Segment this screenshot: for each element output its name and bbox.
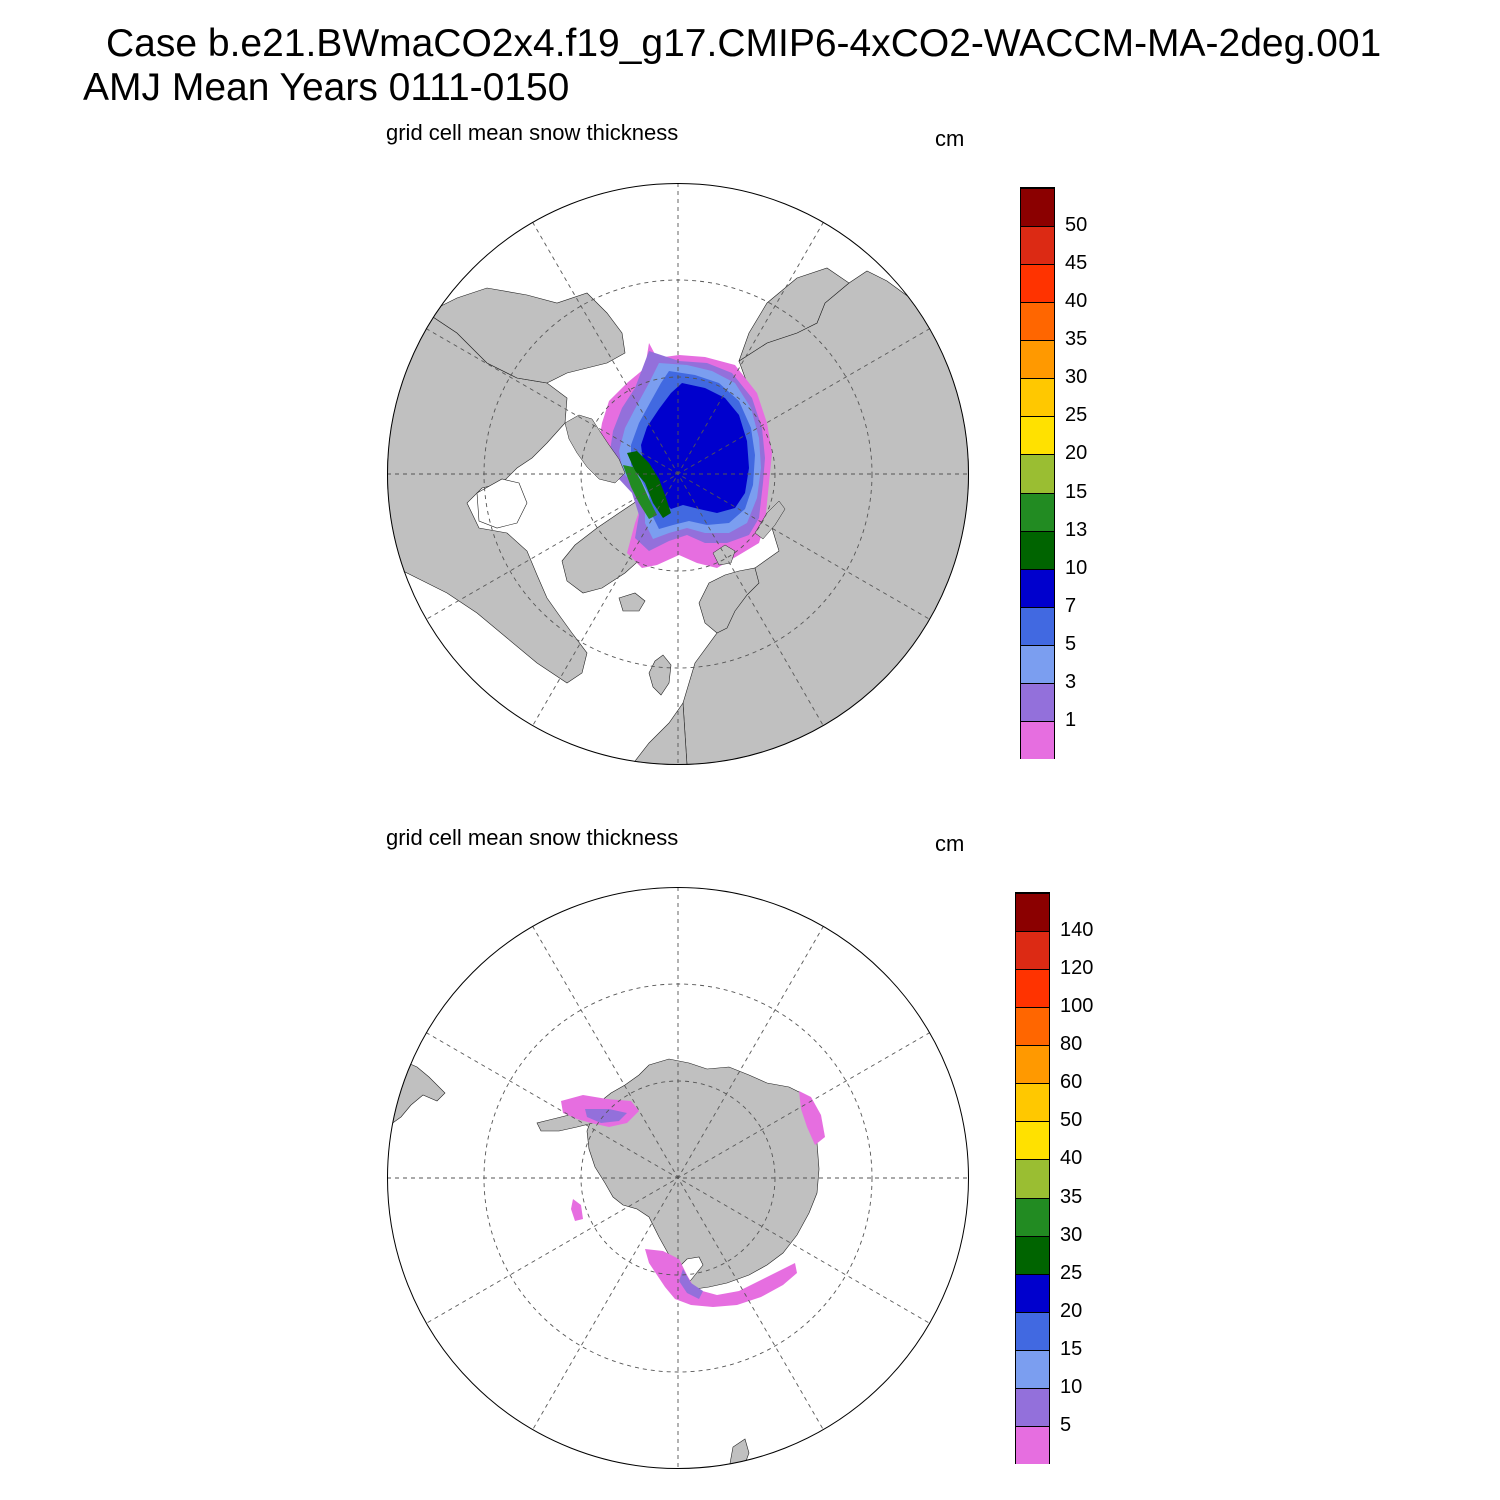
colorbar-swatch	[1015, 1083, 1050, 1122]
colorbar-tick-label: 30	[1065, 366, 1088, 389]
colorbar-swatch	[1020, 606, 1055, 645]
colorbar-tick-label: 15	[1060, 1337, 1083, 1360]
colorbar-tick-label: 1	[1065, 708, 1077, 731]
colorbar-tick-label: 40	[1060, 1147, 1083, 1170]
units-label-south: cm	[935, 831, 965, 856]
colorbar-tick-label: 13	[1065, 518, 1088, 541]
snow-ross	[645, 1249, 797, 1307]
colorbar-tick-label: 35	[1065, 328, 1088, 351]
panel-title-south: grid cell mean snow thickness	[386, 825, 679, 850]
colorbar-swatch	[1015, 1197, 1050, 1236]
colorbar-swatch	[1015, 969, 1050, 1008]
colorbar-swatch	[1015, 1159, 1050, 1198]
land-alaska	[426, 287, 626, 384]
colorbar-tick-label: 60	[1060, 1071, 1083, 1094]
land-chukotka	[738, 267, 850, 362]
map-boundary	[387, 183, 969, 765]
colorbar-tick-label: 35	[1060, 1185, 1083, 1208]
colorbar-swatch	[1020, 530, 1055, 569]
colorbar-tick-label: 40	[1065, 290, 1088, 313]
colorbar-tick-label: 120	[1060, 957, 1094, 980]
colorbar-tick-label: 50	[1065, 214, 1088, 237]
snow-bellingshausen	[571, 1199, 583, 1221]
graticule	[387, 183, 969, 765]
colorbar-tick-label: 3	[1065, 670, 1077, 693]
land-british-isles	[648, 654, 672, 696]
colorbar-tick-label: 7	[1065, 594, 1077, 617]
colorbar-swatch	[1020, 720, 1055, 759]
figure-title-line-1: Case b.e21.BWmaCO2x4.f19_g17.CMIP6-4xCO2…	[106, 22, 1382, 65]
colorbar-swatch	[1020, 302, 1055, 341]
colorbar-tick-label: 10	[1065, 556, 1088, 579]
colorbar-tick-label: 140	[1060, 919, 1094, 942]
colorbar-swatch	[1015, 1425, 1050, 1464]
colorbar-swatch	[1020, 378, 1055, 417]
colorbar-swatch	[1020, 226, 1055, 265]
land-europe	[631, 702, 688, 765]
colorbar-tick-label: 45	[1065, 252, 1088, 275]
colorbar-swatch	[1015, 1387, 1050, 1426]
colorbar-swatch	[1015, 1235, 1050, 1274]
colorbar-tick-label: 5	[1060, 1413, 1072, 1436]
colorbar-north: 50 45 40 35 30 25 20 15 13 10 7 5 3 1	[1020, 187, 1110, 759]
colorbar-tick-label: 10	[1060, 1375, 1083, 1398]
colorbar-swatch	[1020, 454, 1055, 493]
colorbar-swatch	[1015, 893, 1050, 932]
figure-title-line-2: AMJ Mean Years 0111-0150	[83, 66, 570, 109]
colorbar-swatch	[1020, 340, 1055, 379]
hudson-bay	[476, 478, 528, 529]
colorbar-swatch	[1020, 682, 1055, 721]
land-scandinavia	[698, 567, 760, 634]
map-boundary	[387, 887, 969, 1469]
colorbar-swatch	[1020, 492, 1055, 531]
colorbar-swatch	[1020, 416, 1055, 455]
colorbar-swatch	[1020, 644, 1055, 683]
colorbar-swatch	[1015, 1311, 1050, 1350]
graticule	[387, 887, 969, 1469]
colorbar-tick-label: 15	[1065, 480, 1088, 503]
colorbar-tick-label: 20	[1060, 1299, 1083, 1322]
north-polar-map	[387, 183, 969, 765]
snow-ross-inner	[679, 1269, 703, 1299]
snow-band-15	[623, 465, 657, 519]
colorbar-tick-label: 25	[1065, 404, 1088, 427]
colorbar-tick-label: 20	[1065, 442, 1088, 465]
colorbar-tick-label: 100	[1060, 995, 1094, 1018]
colorbar-swatch	[1015, 1121, 1050, 1160]
colorbar-north-boxes	[1020, 187, 1055, 759]
colorbar-swatch	[1015, 1007, 1050, 1046]
land-iceland	[618, 592, 646, 612]
colorbar-swatch	[1020, 568, 1055, 607]
colorbar-swatch	[1020, 188, 1055, 227]
panel-title-north: grid cell mean snow thickness	[386, 120, 679, 145]
colorbar-tick-label: 80	[1060, 1033, 1083, 1056]
snow-east-coast	[799, 1091, 825, 1145]
colorbar-swatch	[1015, 931, 1050, 970]
colorbar-tick-label: 50	[1060, 1109, 1083, 1132]
snow-band-13	[627, 451, 671, 518]
colorbar-swatch	[1015, 1045, 1050, 1084]
snow-band-10	[641, 383, 749, 513]
land-svalbard	[712, 544, 736, 566]
south-polar-map	[387, 887, 969, 1469]
colorbar-swatch	[1015, 1349, 1050, 1388]
colorbar-south: 140 120 100 80 60 50 40 35 30 25 20 15 10 5	[1015, 892, 1115, 1464]
units-label-north: cm	[935, 126, 965, 151]
colorbar-tick-label: 30	[1060, 1223, 1083, 1246]
colorbar-south-boxes	[1015, 892, 1050, 1464]
land-arctic-archipelago	[564, 414, 626, 484]
snow-weddell-inner	[585, 1109, 627, 1123]
colorbar-swatch	[1015, 1273, 1050, 1312]
colorbar-swatch	[1020, 264, 1055, 303]
colorbar-tick-label: 5	[1065, 632, 1077, 655]
colorbar-tick-label: 25	[1060, 1261, 1083, 1284]
